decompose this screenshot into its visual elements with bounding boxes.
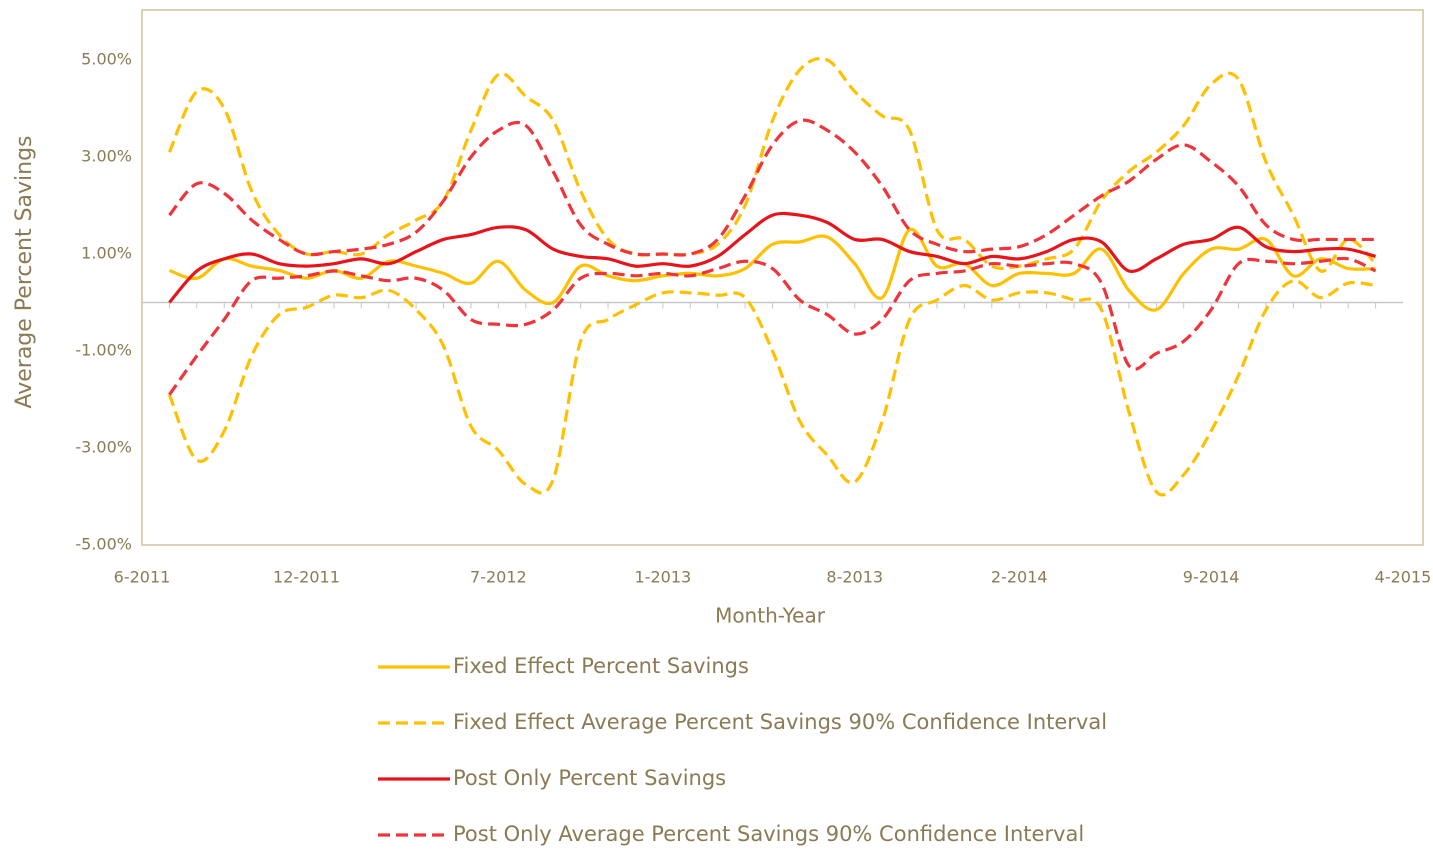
y-tick-label: -5.00%: [75, 535, 132, 554]
legend-label: Post Only Average Percent Savings 90% Co…: [453, 822, 1084, 846]
series-line: [168, 118, 1376, 257]
x-tick-label: 6-2011: [114, 568, 171, 587]
series-line: [167, 279, 1376, 497]
legend-label: Fixed Effect Average Percent Savings 90%…: [453, 710, 1107, 734]
x-tick-label: 2-2014: [991, 568, 1048, 587]
y-tick-label: 5.00%: [81, 50, 132, 69]
x-axis-title: Month-Year: [715, 604, 826, 628]
y-tick-label: 1.00%: [81, 244, 132, 263]
x-tick-label: 4-2015: [1375, 568, 1432, 587]
x-tick-label: 1-2013: [635, 568, 692, 587]
x-tick-label: 12-2011: [273, 568, 340, 587]
y-tick-label: 3.00%: [81, 147, 132, 166]
series-line: [168, 256, 1377, 396]
y-axis-title: Average Percent Savings: [12, 135, 37, 408]
y-tick-label: -1.00%: [75, 341, 132, 360]
legend-label: Post Only Percent Savings: [453, 766, 726, 790]
legend-label: Fixed Effect Percent Savings: [453, 654, 749, 678]
x-tick-label: 8-2013: [826, 568, 883, 587]
y-tick-label: -3.00%: [75, 438, 132, 457]
series-line: [167, 56, 1377, 273]
x-tick-label: 7-2012: [470, 568, 527, 587]
series-line: [168, 211, 1377, 304]
x-tick-label: 9-2014: [1183, 568, 1240, 587]
plot-area: [141, 9, 1424, 546]
series-line: [168, 227, 1376, 312]
